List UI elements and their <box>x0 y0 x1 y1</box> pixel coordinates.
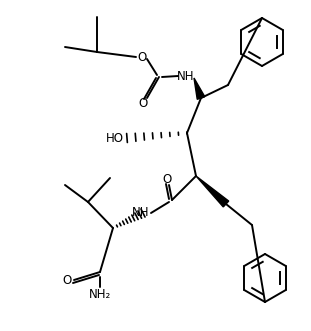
Text: NH₂: NH₂ <box>89 288 111 301</box>
Text: NH: NH <box>177 70 195 82</box>
Text: O: O <box>63 273 72 287</box>
Text: NH: NH <box>132 207 149 219</box>
Text: HO: HO <box>106 131 124 145</box>
Text: O: O <box>137 51 146 64</box>
Text: O: O <box>138 97 148 110</box>
Text: O: O <box>162 172 172 185</box>
Polygon shape <box>196 176 229 207</box>
Polygon shape <box>194 78 205 99</box>
